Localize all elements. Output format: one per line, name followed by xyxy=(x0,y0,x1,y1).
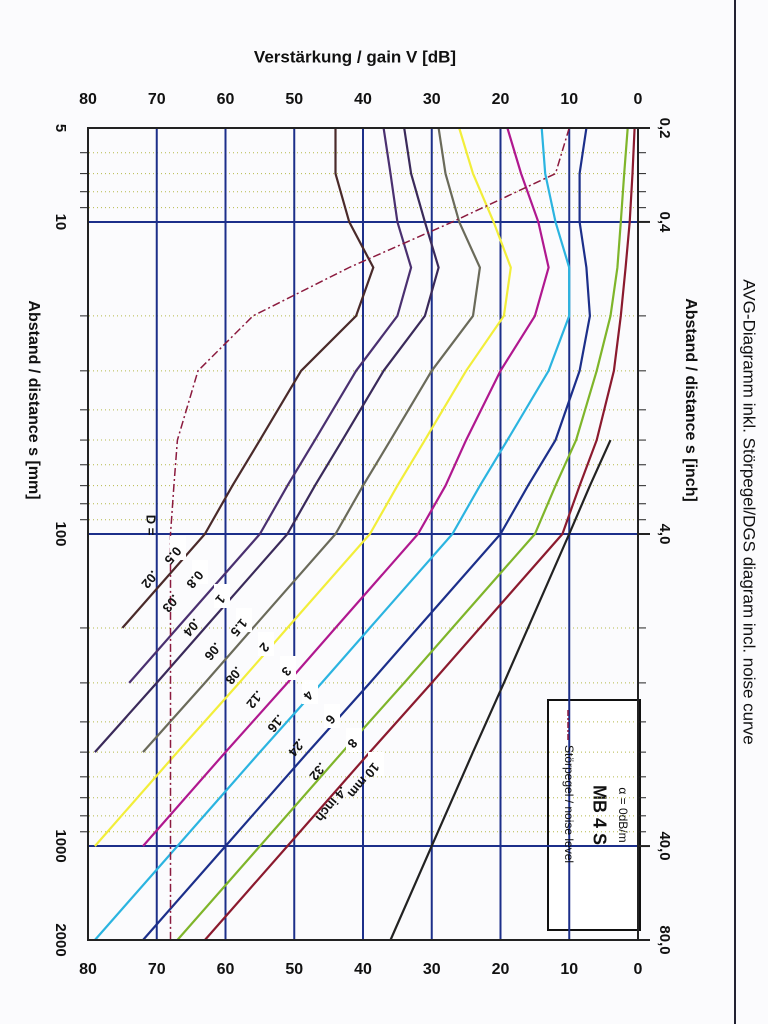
dgs-curve xyxy=(389,439,612,941)
label-bg xyxy=(346,728,362,752)
legend-box xyxy=(547,699,641,931)
y-tick-label-bottom: 30 xyxy=(423,961,441,978)
dgs-curve xyxy=(142,127,550,847)
legend-attenuation: α = 0dB/m xyxy=(616,787,630,842)
label-bg xyxy=(170,536,186,560)
chart-title: AVG-Diagramm inkl. Störpegel/DGS diagram… xyxy=(740,279,759,744)
label-bg xyxy=(236,608,252,632)
x-tick-label: 1000 xyxy=(52,829,69,862)
dgs-curve xyxy=(94,127,512,847)
y-tick-label: 80 xyxy=(79,91,97,108)
disk-label: D = xyxy=(144,515,159,536)
y-tick-label: 50 xyxy=(285,91,303,108)
label-bg xyxy=(214,584,230,608)
y-tick-label-bottom: 80 xyxy=(79,961,97,978)
dgs-curve xyxy=(94,127,571,941)
label-bg xyxy=(280,656,296,680)
y-tick-label-bottom: 70 xyxy=(148,961,166,978)
y-tick-label-bottom: 60 xyxy=(217,961,235,978)
x2-tick-label: 40,0 xyxy=(656,831,673,860)
x2-axis-title: Abstand / distance s [inch] xyxy=(682,298,699,502)
label-bg xyxy=(368,752,384,776)
y-tick-label: 40 xyxy=(354,91,372,108)
x-tick-label: 5 xyxy=(52,124,69,132)
x-tick-label: 10 xyxy=(52,214,69,231)
label-bg xyxy=(192,560,208,584)
label-bg xyxy=(258,632,274,656)
y-tick-label: 70 xyxy=(148,91,166,108)
noise-curve xyxy=(169,127,570,940)
dgs-curve xyxy=(204,127,636,941)
plot-frame xyxy=(87,127,639,941)
legend-probe: MB 4 S xyxy=(589,785,609,845)
x2-tick-label: 0,2 xyxy=(656,118,673,139)
y-tick-label: 60 xyxy=(217,91,235,108)
y-tick-label-bottom: 10 xyxy=(560,961,578,978)
y-tick-label-bottom: 40 xyxy=(354,961,372,978)
x-tick-label: 100 xyxy=(52,521,69,546)
dgs-curve xyxy=(142,127,482,753)
y-tick-label: 10 xyxy=(560,91,578,108)
x-tick-label: 2000 xyxy=(52,923,69,956)
legend-label: Störpegel / noise level xyxy=(562,745,576,863)
y-tick-label: 0 xyxy=(634,91,643,108)
label-bg xyxy=(324,704,340,728)
dgs-curve xyxy=(128,127,413,684)
dgs-curve xyxy=(142,127,592,941)
x2-tick-label: 80,0 xyxy=(656,925,673,954)
y-tick-label-bottom: 20 xyxy=(492,961,510,978)
y-tick-label: 30 xyxy=(423,91,441,108)
y-axis-title: Verstärkung / gain V [dB] xyxy=(254,47,456,66)
x2-tick-label: 4,0 xyxy=(656,524,673,545)
y-tick-label-bottom: 0 xyxy=(634,961,643,978)
x2-tick-label: 0,4 xyxy=(656,212,673,234)
dgs-curve xyxy=(94,127,440,753)
y-tick-label: 20 xyxy=(492,91,510,108)
rotated-chart: AVG-Diagramm inkl. Störpegel/DGS diagram… xyxy=(25,91,759,978)
y-tick-label-bottom: 50 xyxy=(285,961,303,978)
x-axis-title: Abstand / distance s [mm] xyxy=(25,300,42,499)
label-bg xyxy=(302,680,318,704)
dgs-curve xyxy=(121,128,375,629)
